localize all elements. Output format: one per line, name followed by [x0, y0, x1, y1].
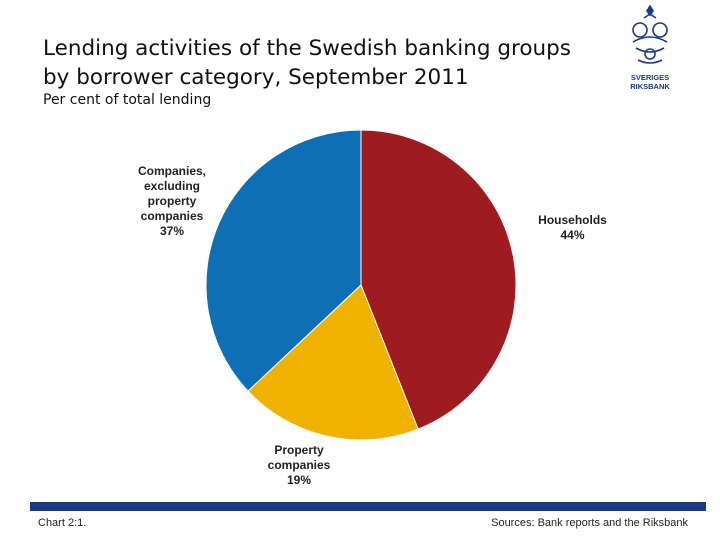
- riksbank-crest-icon: SVERIGES RIKSBANK: [630, 4, 670, 91]
- chart-number: Chart 2:1.: [38, 517, 87, 529]
- slice-label-property-companies-line-1: Property: [274, 443, 324, 457]
- chart-sources: Sources: Bank reports and the Riksbank: [491, 517, 688, 529]
- slice-label-property-companies-line-2: companies: [267, 458, 331, 472]
- logo-text-line-2: RIKSBANK: [630, 82, 670, 91]
- footer-bar: [30, 502, 706, 511]
- logo-text-line-1: SVERIGES: [631, 73, 669, 82]
- slice-label-property-companies: Property companies 19%: [249, 443, 349, 488]
- chart-title-line-2: by borrower category, September 2011: [43, 65, 469, 90]
- slice-label-companies: Companies, excluding property companies …: [122, 164, 222, 239]
- slice-label-companies-line-1: Companies,: [137, 164, 206, 178]
- slice-label-property-companies-value: 19%: [286, 473, 312, 487]
- slice-label-companies-line-2: excluding: [143, 179, 200, 193]
- chart-subtitle: Per cent of total lending: [43, 92, 212, 108]
- pie-slice-property-companies: [247, 284, 419, 441]
- slice-label-companies-value: 37%: [159, 224, 185, 238]
- chart-title-line-1: Lending activities of the Swedish bankin…: [43, 36, 571, 61]
- slice-label-companies-line-4: companies: [140, 209, 204, 223]
- riksbank-logo: SVERIGES RIKSBANK: [626, 0, 674, 96]
- slice-label-households-value: 44%: [560, 228, 585, 242]
- pie-slice-companies: [205, 129, 362, 392]
- pie-slice-households: [360, 129, 517, 430]
- slice-label-companies-line-3: property: [147, 194, 197, 208]
- chart-title: Lending activities of the Swedish bankin…: [43, 34, 633, 92]
- slice-label-households-name: Households: [538, 213, 607, 227]
- slice-label-households: Households 44%: [515, 213, 630, 243]
